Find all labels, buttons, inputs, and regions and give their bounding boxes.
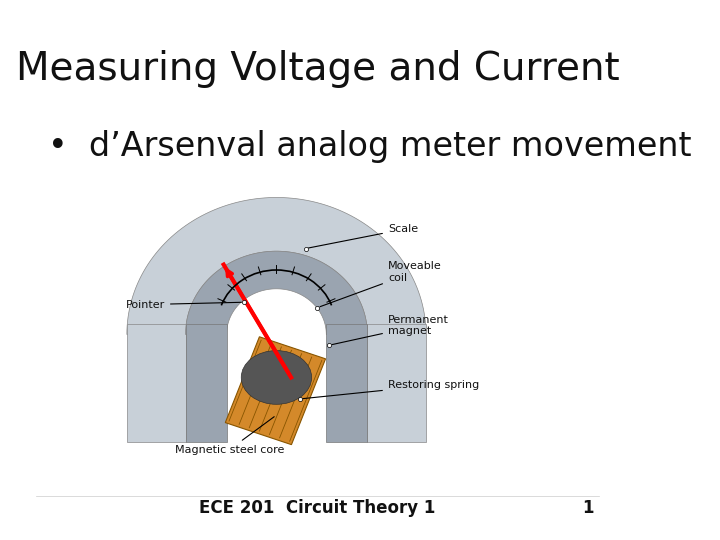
Text: ECE 201  Circuit Theory 1: ECE 201 Circuit Theory 1 [199, 499, 436, 517]
Text: •  d’Arsenval analog meter movement: • d’Arsenval analog meter movement [48, 130, 691, 163]
FancyBboxPatch shape [326, 323, 367, 442]
FancyBboxPatch shape [127, 323, 186, 442]
Text: Permanent
magnet: Permanent magnet [332, 315, 449, 345]
FancyBboxPatch shape [367, 323, 426, 442]
PathPatch shape [127, 198, 426, 334]
Text: Pointer: Pointer [126, 300, 241, 309]
Text: Restoring spring: Restoring spring [302, 380, 479, 399]
FancyBboxPatch shape [186, 323, 227, 442]
Text: Moveable
coil: Moveable coil [320, 261, 441, 307]
Text: Magnetic steel core: Magnetic steel core [175, 417, 284, 455]
Text: Scale: Scale [308, 225, 418, 248]
FancyBboxPatch shape [225, 337, 325, 444]
PathPatch shape [186, 251, 367, 334]
Text: 1: 1 [582, 499, 593, 517]
Ellipse shape [241, 350, 312, 404]
Text: Measuring Voltage and Current: Measuring Voltage and Current [16, 50, 619, 87]
